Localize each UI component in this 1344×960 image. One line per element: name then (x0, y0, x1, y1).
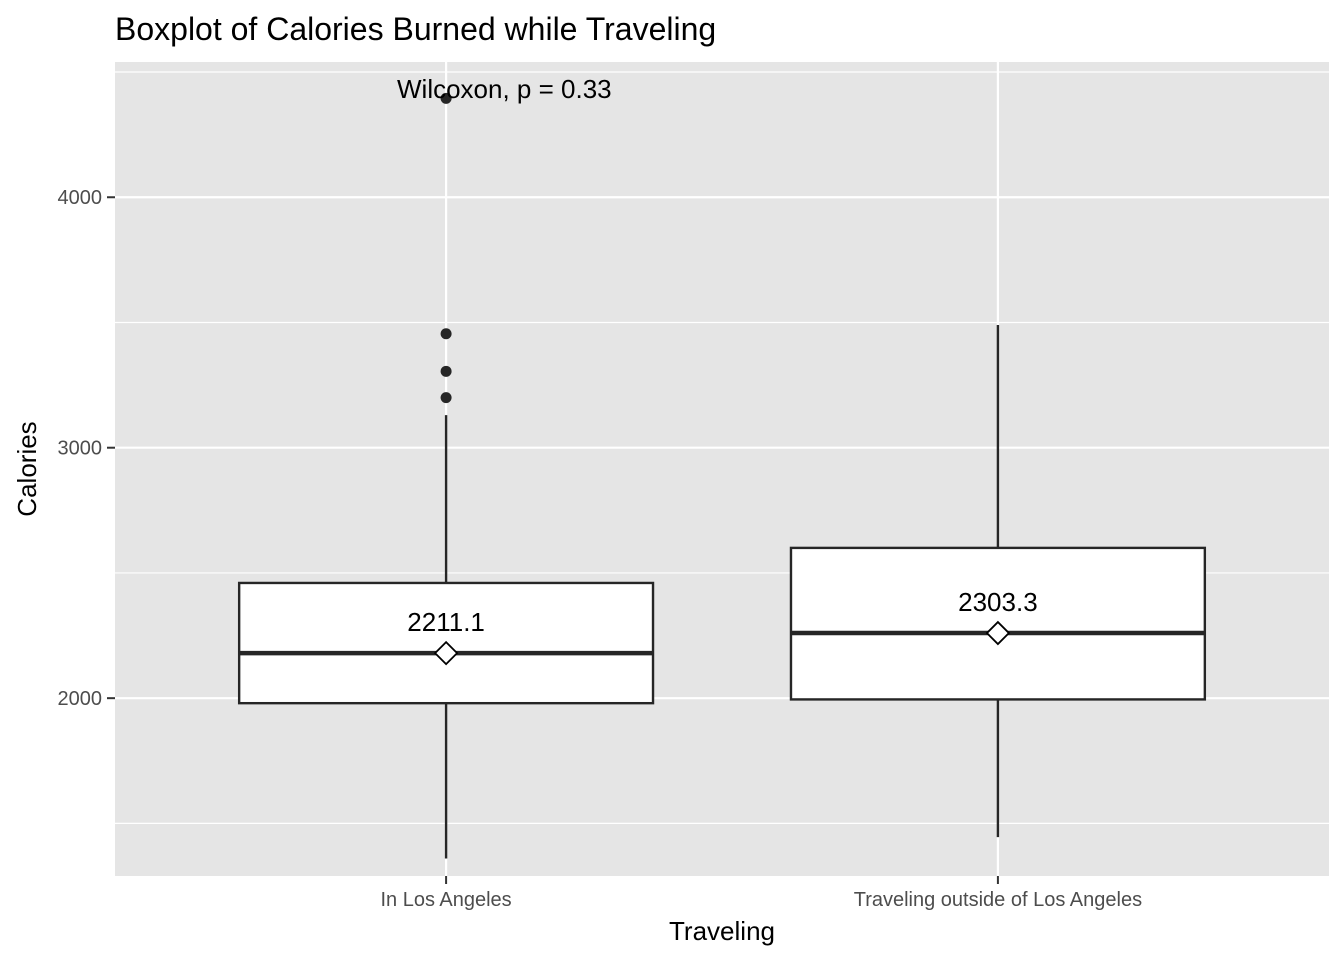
box-group: 2211.1 (237, 92, 655, 859)
mean-marker (985, 620, 1011, 646)
outlier-point (440, 392, 452, 404)
mean-label: 2303.3 (958, 587, 1038, 617)
box-group: 2303.3 (789, 324, 1207, 838)
outlier-point (440, 328, 452, 340)
boxes-layer: 2211.1 2303.3 (237, 92, 1207, 859)
plot-panel (115, 62, 1329, 876)
x-axis-title: Traveling (669, 916, 775, 946)
y-tick-label: 3000 (58, 438, 103, 460)
mean-label: 2211.1 (407, 607, 485, 637)
y-tick-label: 4000 (58, 187, 103, 209)
chart-title: Boxplot of Calories Burned while Traveli… (115, 11, 716, 47)
y-tick-label: 2000 (58, 688, 103, 710)
x-axis: In Los Angeles Traveling outside of Los A… (380, 876, 1142, 911)
y-axis: 2000 3000 4000 (58, 187, 115, 710)
x-tick-label: Traveling outside of Los Angeles (854, 889, 1142, 911)
mean-marker (433, 640, 459, 666)
wilcoxon-annotation: Wilcoxon, p = 0.33 (397, 74, 612, 104)
x-tick-label: In Los Angeles (380, 889, 511, 911)
y-axis-title: Calories (12, 421, 42, 516)
outlier-point (440, 92, 452, 104)
outlier-point (440, 365, 452, 377)
